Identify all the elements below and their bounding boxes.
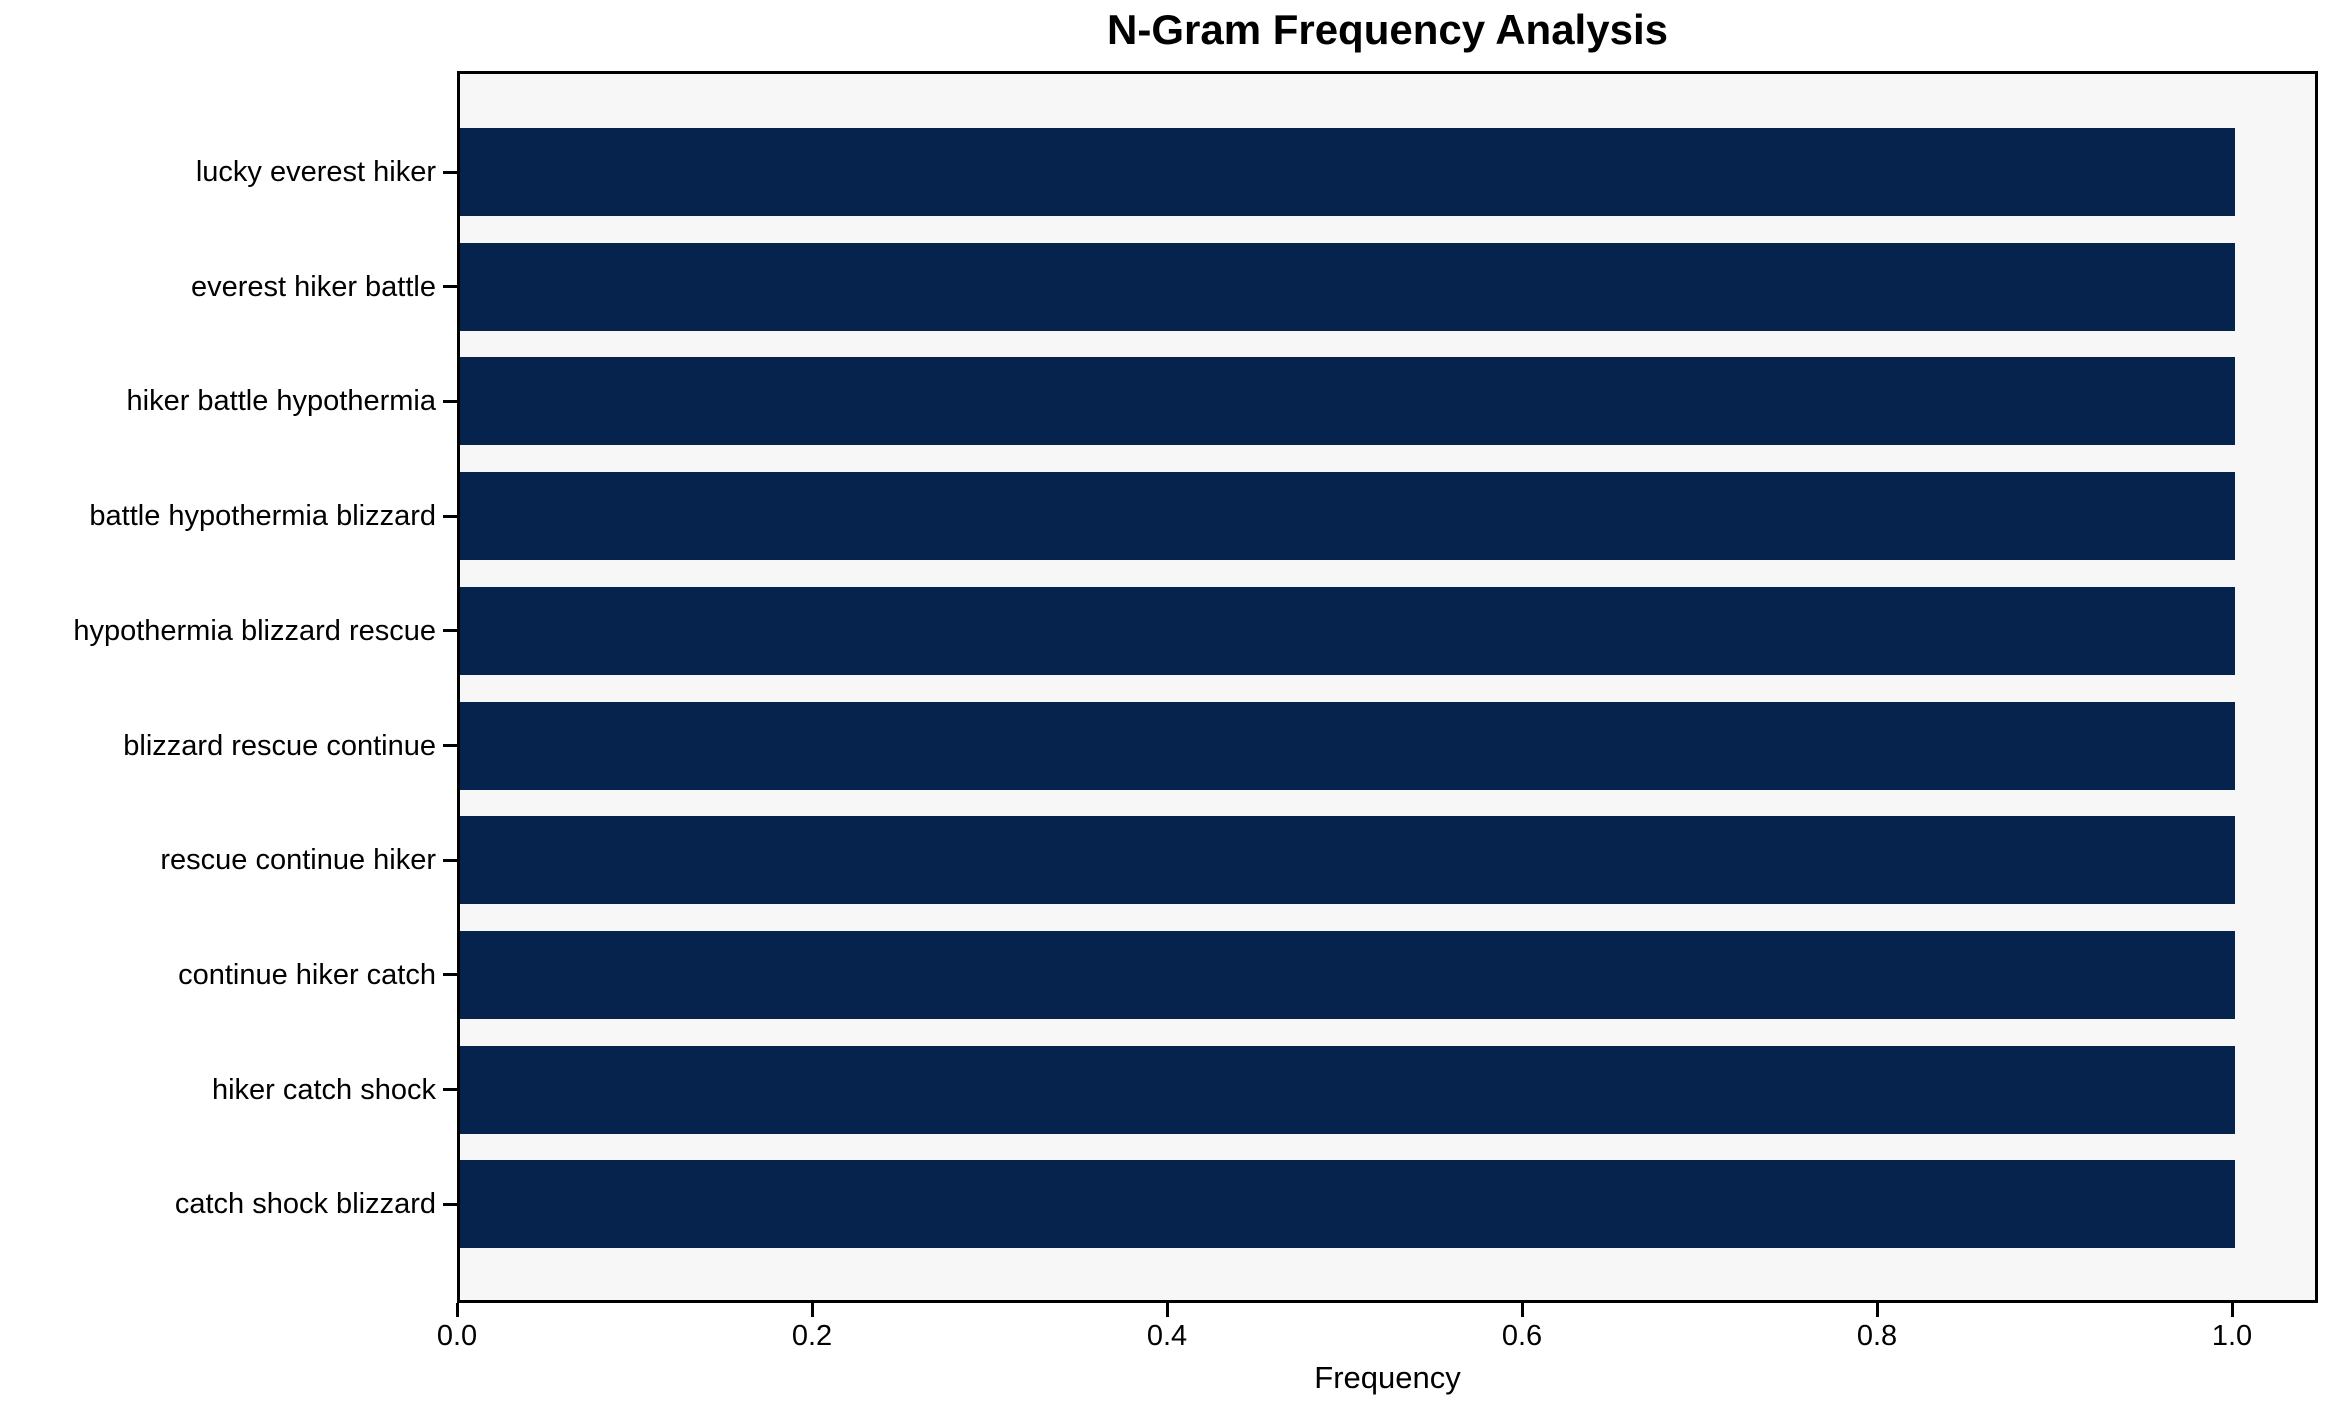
bar <box>460 930 2235 1019</box>
y-tick-mark <box>443 170 457 174</box>
chart-title: N-Gram Frequency Analysis <box>1107 6 1668 53</box>
y-axis-tick-labels: lucky everest hiker everest hiker battle h… <box>0 0 436 1414</box>
bar <box>460 586 2235 675</box>
y-tick-mark <box>443 629 457 633</box>
bar <box>460 701 2235 790</box>
y-tick-label: everest hiker battle <box>190 270 436 303</box>
y-tick-label: blizzard rescue continue <box>123 729 436 762</box>
x-tick-mark <box>2230 1303 2234 1317</box>
plot-area <box>457 71 2318 1303</box>
x-tick-mark <box>1520 1303 1524 1317</box>
y-tick-label: continue hiker catch <box>178 958 436 991</box>
y-tick-mark <box>443 858 457 862</box>
y-tick-label: rescue continue hiker <box>160 844 436 877</box>
y-tick-mark <box>443 399 457 403</box>
x-tick-mark <box>1875 1303 1879 1317</box>
bar <box>460 1045 2235 1134</box>
y-tick-mark <box>443 1202 457 1206</box>
x-tick-label: 0.8 <box>1856 1320 1898 1352</box>
y-tick-mark <box>443 1088 457 1092</box>
bar <box>460 472 2235 561</box>
bar <box>460 242 2235 331</box>
x-tick-label: 0.2 <box>791 1320 833 1352</box>
y-tick-label: catch shock blizzard <box>174 1188 436 1221</box>
x-tick-label: 0.6 <box>1501 1320 1543 1352</box>
y-tick-label: hiker battle hypothermia <box>126 385 437 418</box>
x-tick-mark <box>1165 1303 1169 1317</box>
y-tick-label: hypothermia blizzard rescue <box>73 614 436 647</box>
y-tick-mark <box>443 285 457 289</box>
y-tick-mark <box>443 514 457 518</box>
y-tick-mark <box>443 744 457 747</box>
x-axis-label: Frequency <box>1314 1360 1461 1395</box>
y-tick-label: lucky everest hiker <box>195 156 436 188</box>
bar <box>460 357 2235 446</box>
bar <box>460 1160 2235 1249</box>
x-tick-label: 1.0 <box>2211 1320 2253 1352</box>
x-tick-label: 0.0 <box>436 1320 478 1352</box>
x-tick-mark <box>810 1303 814 1317</box>
x-tick-mark <box>455 1303 459 1317</box>
x-tick-label: 0.4 <box>1146 1320 1188 1352</box>
bar <box>460 816 2235 905</box>
y-tick-label: hiker catch shock <box>211 1073 436 1106</box>
y-tick-mark <box>443 973 457 977</box>
y-tick-label: battle hypothermia blizzard <box>89 500 436 533</box>
bar <box>460 128 2235 216</box>
